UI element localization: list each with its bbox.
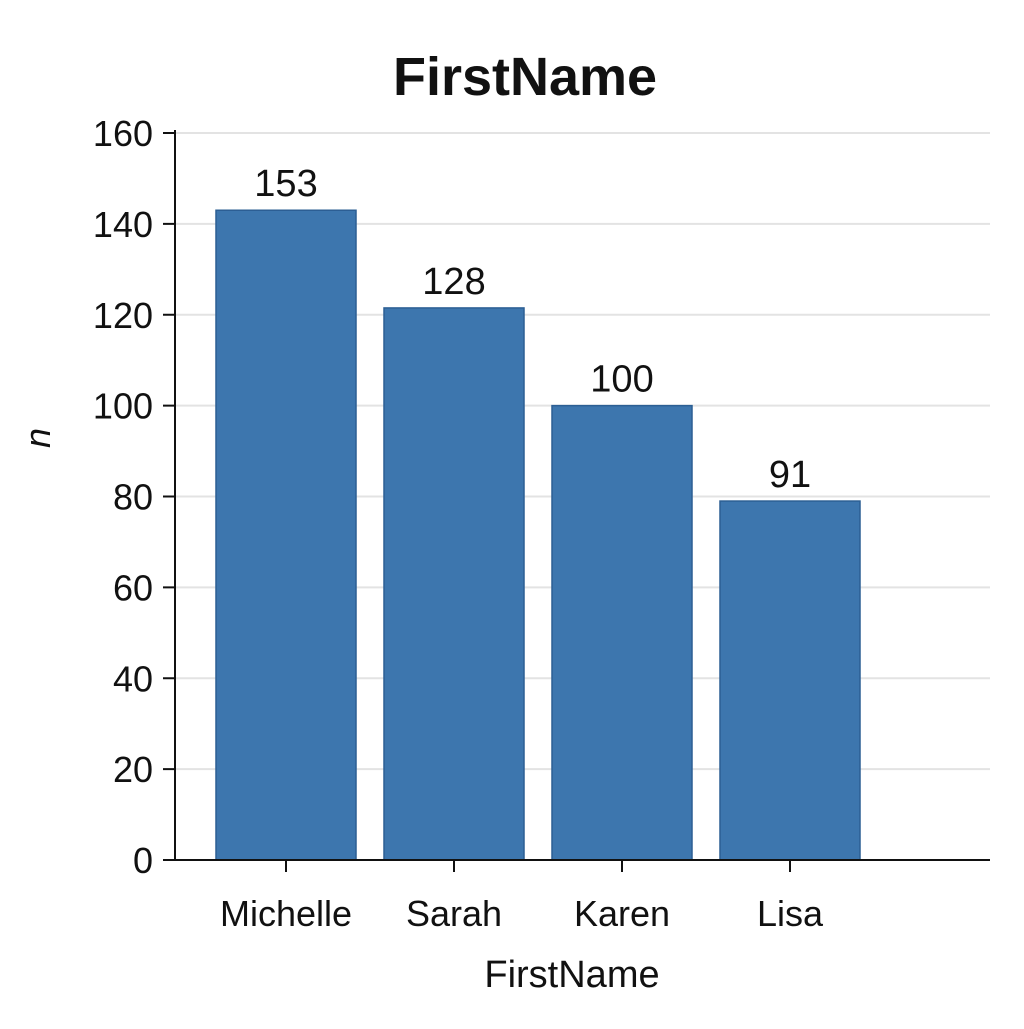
y-tick-label: 140 — [93, 204, 153, 245]
data-label: 128 — [422, 261, 485, 303]
data-label: 91 — [769, 454, 811, 496]
y-tick-label: 20 — [113, 749, 153, 790]
y-tick-label: 120 — [93, 295, 153, 336]
bars: 153 128 100 91 — [215, 163, 861, 861]
x-tick-label: Michelle — [220, 893, 352, 934]
bar-michelle — [215, 209, 357, 861]
chart-title: FirstName — [393, 47, 657, 107]
y-tick-label: 0 — [133, 840, 153, 881]
y-tick-label: 100 — [93, 386, 153, 427]
y-tick-label: 80 — [113, 477, 153, 518]
x-tick-label: Karen — [574, 893, 670, 934]
y-tick-label: 60 — [113, 567, 153, 608]
y-tick-label: 40 — [113, 658, 153, 699]
x-tick-label: Lisa — [757, 893, 824, 934]
x-axis: Michelle Sarah Karen Lisa — [175, 859, 990, 934]
y-tick-label: 160 — [93, 113, 153, 154]
x-axis-label: FirstName — [484, 954, 659, 996]
data-label: 153 — [254, 163, 317, 205]
x-tick-label: Sarah — [406, 893, 502, 934]
y-axis-label: n — [17, 428, 58, 448]
bar-sarah — [383, 307, 525, 861]
y-axis: 0 20 40 60 80 100 120 140 160 — [93, 113, 176, 881]
bar-karen — [551, 404, 693, 861]
bar-lisa — [719, 500, 861, 861]
data-label: 100 — [590, 359, 653, 401]
